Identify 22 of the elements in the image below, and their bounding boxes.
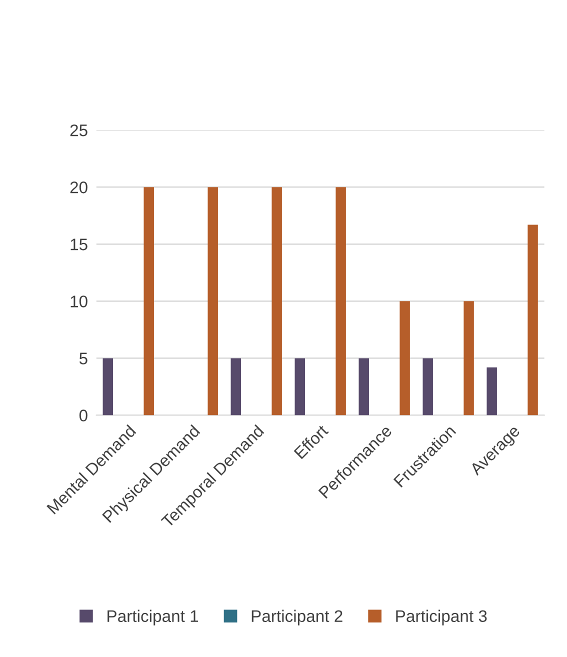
- y-tick-label: 20: [70, 182, 88, 194]
- y-tick-label: 0: [79, 410, 88, 422]
- bar: [422, 358, 433, 416]
- bar: [464, 301, 474, 416]
- bar: [144, 187, 154, 416]
- legend-label: Participant 2: [252, 610, 342, 626]
- bar: [400, 301, 410, 416]
- bar: [102, 358, 114, 416]
- bar: [528, 224, 538, 416]
- y-tick-label: 10: [70, 296, 88, 308]
- y-tick-label: 25: [70, 124, 88, 136]
- bar: [272, 187, 282, 416]
- bar: [208, 187, 218, 416]
- bar: [230, 358, 242, 416]
- legend-label: Participant 1: [108, 610, 198, 626]
- legend-label: Participant 3: [396, 610, 487, 626]
- y-tick-label: 5: [79, 352, 88, 364]
- bar: [294, 358, 305, 416]
- y-tick-label: 15: [70, 238, 88, 250]
- bar: [358, 358, 369, 416]
- bar: [336, 187, 346, 416]
- bar: [486, 367, 497, 416]
